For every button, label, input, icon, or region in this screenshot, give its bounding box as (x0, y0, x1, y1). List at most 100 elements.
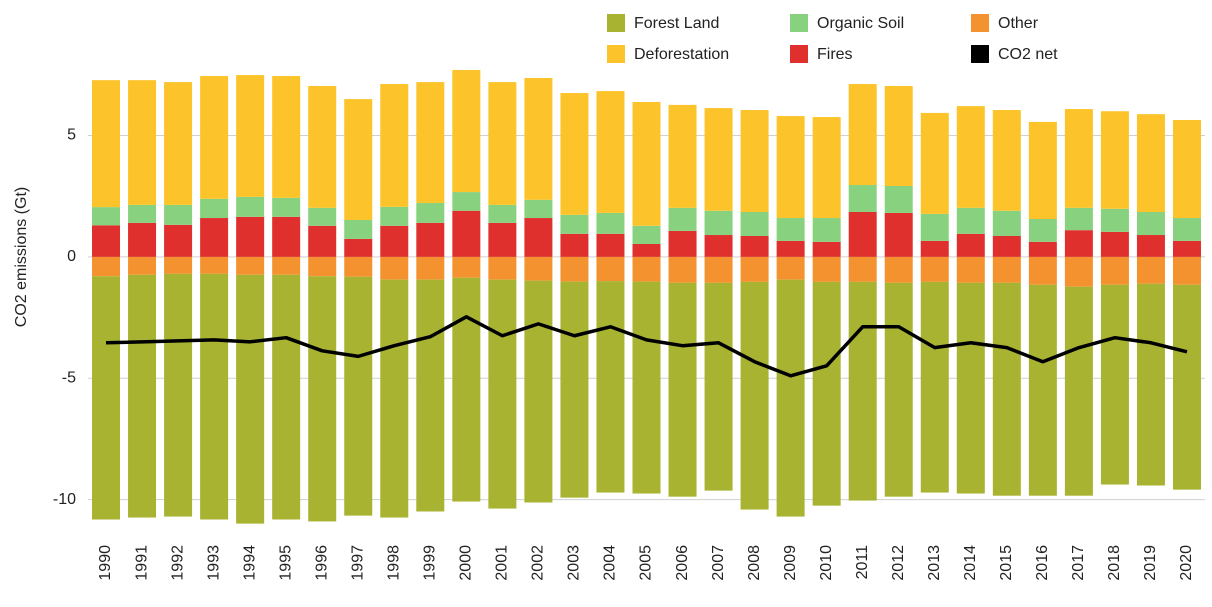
bar-segment (1136, 235, 1165, 257)
bar-segment (488, 279, 517, 509)
x-tick-label: 1995 (277, 545, 294, 581)
bar-segment (92, 207, 121, 226)
legend-label: Other (998, 15, 1039, 32)
x-tick-label: 2002 (530, 545, 547, 581)
bar-segment (200, 198, 229, 219)
bar-segment (812, 256, 841, 282)
bar-segment (1172, 218, 1201, 241)
bar-segment (128, 204, 157, 223)
x-tick-label: 2015 (998, 545, 1015, 581)
bar-segment (848, 256, 877, 282)
bar-segment (524, 280, 553, 503)
bar-segment (956, 282, 985, 494)
x-tick-label: 1993 (205, 545, 222, 581)
x-tick-label: 2013 (926, 545, 943, 581)
bar-segment (308, 256, 337, 277)
bar-segment (452, 277, 481, 502)
bar-segment (848, 211, 877, 257)
bar-segment (992, 282, 1021, 496)
bar-segment (596, 233, 625, 257)
bar-segment (236, 196, 265, 217)
bar-segment (848, 281, 877, 501)
bar-segment (416, 222, 445, 257)
bar-segment (164, 256, 193, 274)
bar-segment (200, 273, 229, 520)
bar-segment (200, 76, 229, 199)
bar-segment (488, 204, 517, 223)
bar-segment (632, 256, 661, 282)
legend-label: Deforestation (634, 46, 729, 63)
bar-segment (776, 218, 805, 241)
bar-segment (668, 282, 697, 497)
bar-segment (452, 192, 481, 211)
bar-segment (596, 212, 625, 234)
legend-label: CO2 net (998, 46, 1058, 63)
bar-segment (1028, 284, 1057, 496)
legend-swatch (607, 14, 625, 32)
x-tick-label: 2009 (782, 545, 799, 581)
bar-segment (1100, 111, 1129, 209)
bar-segment (1172, 284, 1201, 490)
bar-segment (308, 85, 337, 208)
x-tick-label: 2006 (674, 545, 691, 581)
bar-segment (488, 222, 517, 257)
legend-swatch (607, 45, 625, 63)
bar-segment (236, 75, 265, 197)
bar-segment (488, 82, 517, 205)
bar-segment (992, 235, 1021, 257)
bar-segment (1172, 119, 1201, 219)
legend-label: Organic Soil (817, 15, 904, 32)
bar-segment (164, 273, 193, 517)
bar-segment (344, 238, 373, 257)
bar-segment (956, 106, 985, 208)
bar-segment (200, 218, 229, 257)
bar-segment (704, 235, 733, 257)
bar-segment (308, 225, 337, 257)
x-tick-label: 1991 (133, 545, 150, 581)
bar-segment (1136, 256, 1165, 284)
bar-segment (632, 281, 661, 494)
bar-segment (1136, 283, 1165, 486)
legend-swatch (790, 14, 808, 32)
bar-segment (380, 225, 409, 257)
bar-segment (200, 256, 229, 274)
bar-segment (1064, 230, 1093, 257)
bar-segment (560, 281, 589, 498)
bar-segment (1100, 256, 1129, 285)
bar-segment (884, 256, 913, 283)
bar-segment (92, 80, 121, 208)
legend-swatch (971, 45, 989, 63)
bar-segment (272, 274, 301, 520)
bar-segment (740, 110, 769, 212)
bar-segment (596, 91, 625, 213)
bar-segment (560, 233, 589, 257)
bar-segment (1064, 207, 1093, 231)
bar-segment (344, 276, 373, 516)
bar-segment (236, 216, 265, 257)
bar-segment (1136, 114, 1165, 212)
bar-segment (344, 256, 373, 277)
bar-segment (956, 207, 985, 234)
bar-segment (884, 282, 913, 497)
bar-segment (956, 233, 985, 257)
bar-segment (308, 207, 337, 226)
bar-segment (524, 256, 553, 281)
bar-segment (272, 256, 301, 275)
bar-segment (812, 281, 841, 506)
bar-segment (920, 213, 949, 241)
bar-segment (380, 206, 409, 226)
bar-segment (740, 211, 769, 236)
bar-segment (164, 224, 193, 257)
x-tick-label: 2014 (962, 545, 979, 581)
bar-segment (1028, 121, 1057, 219)
x-tick-label: 2000 (458, 545, 475, 581)
bar-segment (920, 112, 949, 214)
bar-segment (344, 219, 373, 239)
bar-segment (920, 281, 949, 493)
bar-segment (272, 216, 301, 257)
bar-segment (668, 104, 697, 208)
bar-segment (704, 282, 733, 491)
bar-segment (416, 82, 445, 203)
bar-segment (344, 99, 373, 220)
x-tick-label: 2004 (602, 545, 619, 581)
